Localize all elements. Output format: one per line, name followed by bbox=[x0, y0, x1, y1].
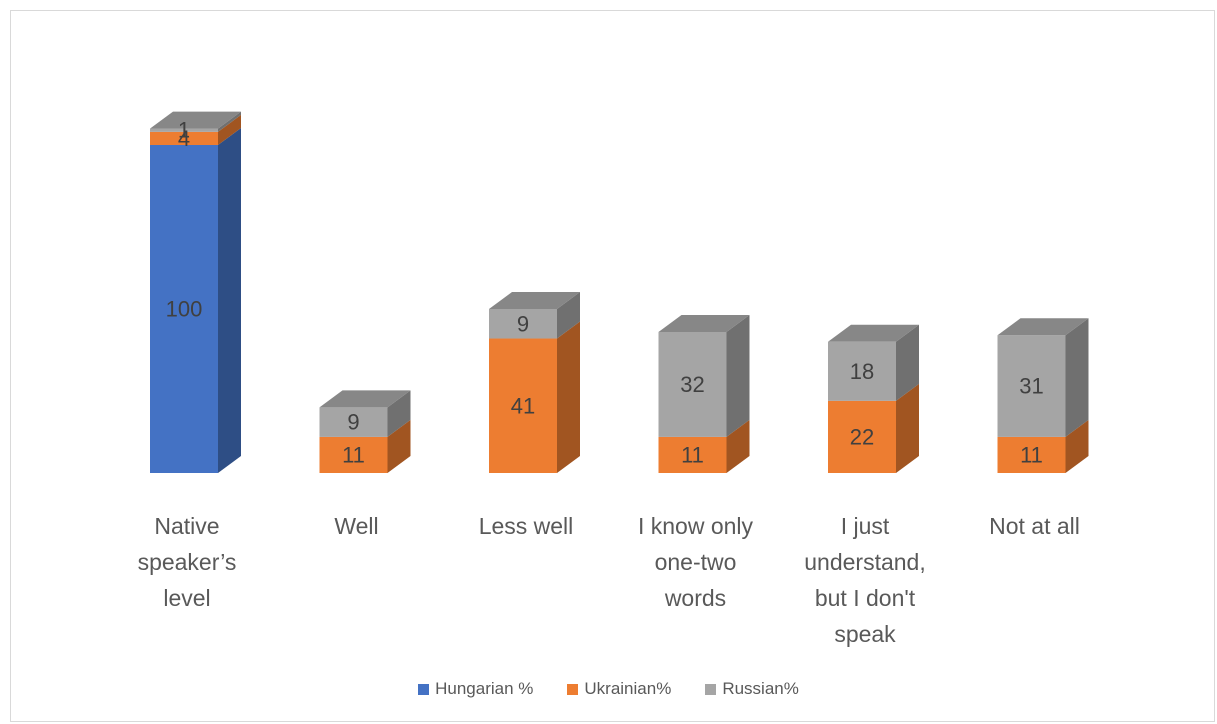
bar-side-russian bbox=[896, 324, 919, 401]
category-label: Not at all bbox=[989, 513, 1080, 539]
bar-side-ukrainian bbox=[387, 419, 411, 473]
bar-segment-russian bbox=[150, 128, 218, 132]
data-label-russian: 32 bbox=[680, 372, 704, 397]
bar-segment-russian bbox=[489, 309, 557, 339]
bar-side-russian bbox=[387, 390, 411, 437]
bar-top bbox=[319, 390, 411, 408]
data-label-russian: 9 bbox=[517, 311, 529, 336]
data-label-ukrainian: 11 bbox=[681, 442, 704, 467]
category-label: Less well bbox=[479, 513, 574, 539]
legend-item-hungarian: Hungarian % bbox=[418, 679, 533, 699]
bar-side-ukrainian bbox=[896, 383, 919, 473]
data-label-ukrainian: 4 bbox=[178, 126, 190, 151]
data-label-ukrainian: 11 bbox=[1020, 442, 1043, 467]
data-label-russian: 18 bbox=[850, 359, 874, 384]
legend-swatch bbox=[567, 683, 579, 695]
bar-side-ukrainian bbox=[218, 114, 241, 145]
legend-label: Hungarian % bbox=[435, 679, 534, 698]
bar-top bbox=[997, 318, 1089, 336]
bar-segment-ukrainian bbox=[658, 436, 727, 473]
bar-side-russian bbox=[1065, 318, 1089, 437]
bar-segment-ukrainian bbox=[997, 436, 1066, 473]
legend-swatch bbox=[418, 683, 430, 695]
bar-side-russian bbox=[218, 111, 241, 132]
bar-side-ukrainian bbox=[1065, 419, 1089, 473]
bar-stack-less-well bbox=[489, 292, 580, 473]
legend-swatch bbox=[705, 683, 717, 695]
bar-segment-russian bbox=[658, 331, 727, 437]
bar-segment-hungarian bbox=[150, 145, 218, 473]
bar-stack-well bbox=[319, 390, 411, 473]
data-label-ukrainian: 11 bbox=[342, 442, 365, 467]
category-label: Well bbox=[334, 513, 378, 539]
data-label-russian: 31 bbox=[1019, 374, 1043, 399]
bar-top bbox=[828, 324, 919, 342]
bar-segment-russian bbox=[828, 341, 896, 401]
bar-segment-ukrainian bbox=[319, 436, 388, 473]
bar-segment-russian bbox=[997, 335, 1066, 437]
bar-segment-russian bbox=[319, 407, 388, 437]
bar-side-ukrainian bbox=[726, 419, 750, 473]
bar-stack-not-at-all bbox=[997, 318, 1089, 473]
category-label: I just understand, but I don't speak bbox=[804, 513, 925, 647]
data-label-ukrainian: 41 bbox=[511, 393, 535, 418]
legend-item-russian: Russian% bbox=[705, 679, 799, 699]
data-label-russian: 1 bbox=[178, 118, 190, 143]
bar-segment-ukrainian bbox=[828, 400, 896, 473]
bar-segment-ukrainian bbox=[150, 131, 218, 145]
bar-side-hungarian bbox=[218, 128, 241, 473]
bars-layer bbox=[150, 111, 1089, 473]
data-label-ukrainian: 22 bbox=[850, 424, 874, 449]
category-label: I know only one-two words bbox=[638, 513, 754, 611]
category-label: Native speaker’s level bbox=[138, 513, 237, 611]
legend-item-ukrainian: Ukrainian% bbox=[567, 679, 671, 699]
legend: Hungarian % Ukrainian% Russian% bbox=[0, 679, 1217, 699]
data-label-russian: 9 bbox=[347, 410, 359, 435]
bar-side-ukrainian bbox=[557, 321, 580, 473]
category-labels-layer: Native speaker’s level Well Less well I know … bbox=[138, 513, 1080, 647]
legend-label: Russian% bbox=[722, 679, 799, 698]
bar-side-russian bbox=[557, 292, 580, 339]
bar-side-russian bbox=[726, 314, 750, 437]
bar-stack-i-know-only-one-two-words bbox=[658, 314, 750, 473]
bar-top bbox=[658, 314, 750, 332]
legend-label: Ukrainian% bbox=[584, 679, 672, 698]
bar-stack-i-just-understand-but-i-don-t-speak bbox=[828, 324, 919, 473]
bar-top bbox=[150, 111, 241, 129]
data-label-hungarian: 100 bbox=[166, 297, 203, 322]
bar-segment-ukrainian bbox=[489, 338, 557, 473]
bar-stack-native-speaker-s-level bbox=[150, 111, 241, 473]
bar-top bbox=[489, 292, 580, 309]
